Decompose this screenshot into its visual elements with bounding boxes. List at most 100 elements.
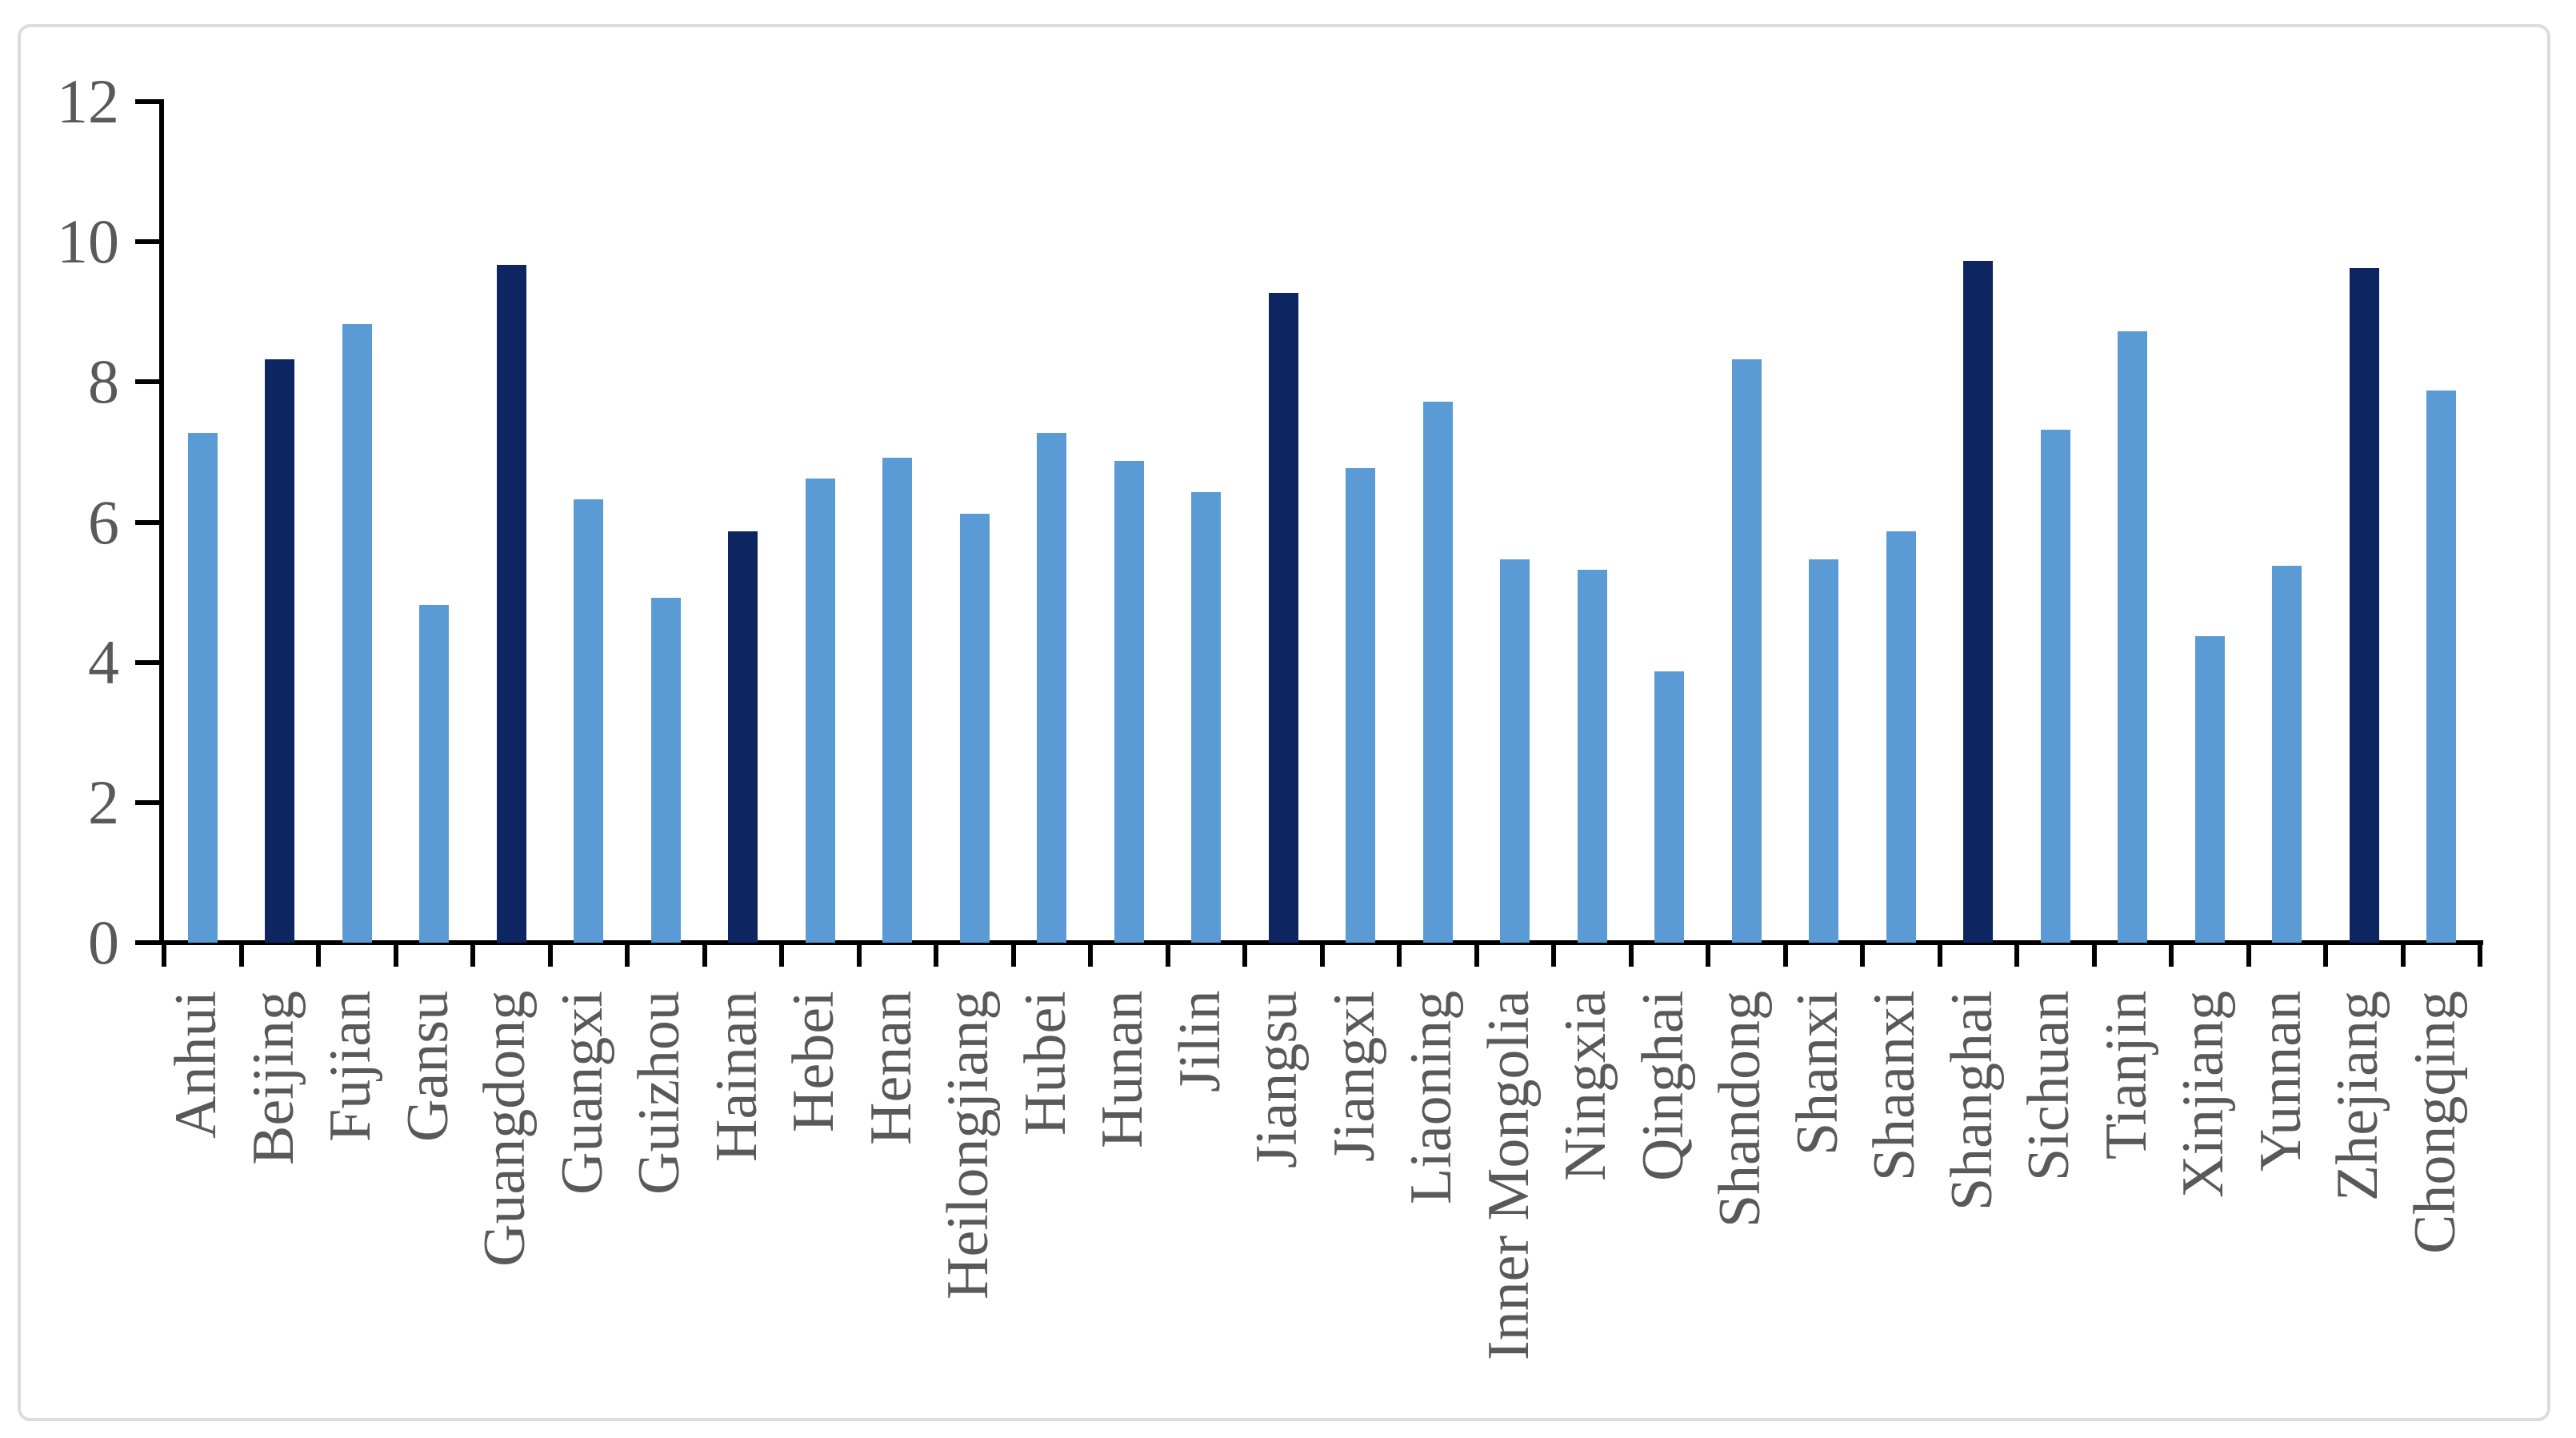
x-axis-tick xyxy=(1937,943,1942,967)
x-axis-label-sichuan: Sichuan xyxy=(2016,991,2082,1182)
x-axis-tick xyxy=(1628,943,1634,967)
bar-beijing xyxy=(265,359,295,943)
x-axis-label-tianjin: Tianjin xyxy=(2093,991,2159,1160)
y-axis-tick-label: 2 xyxy=(88,767,119,837)
bar-guizhou xyxy=(650,597,681,943)
x-axis-tick xyxy=(1397,943,1402,967)
bar-jilin xyxy=(1191,492,1222,943)
bar-ningxia xyxy=(1577,569,1607,943)
x-axis-tick xyxy=(1706,943,1710,967)
x-axis-label-chongqing: Chongqing xyxy=(2402,991,2468,1254)
x-axis-label-zhejiang: Zhejiang xyxy=(2325,991,2391,1202)
x-axis-tick xyxy=(1860,943,1865,967)
x-axis-label-inner-mongolia: Inner Mongolia xyxy=(1475,991,1542,1361)
x-axis-label-jiangxi: Jiangxi xyxy=(1321,991,1387,1162)
bar-liaoning xyxy=(1422,401,1453,943)
x-axis-label-shandong: Shandong xyxy=(1707,991,1774,1228)
x-axis-tick xyxy=(393,943,398,967)
y-axis-tick xyxy=(135,379,159,385)
y-axis-tick xyxy=(135,519,159,525)
bar-fujian xyxy=(342,324,372,943)
x-axis-tick xyxy=(934,943,938,967)
x-axis-label-hainan: Hainan xyxy=(703,991,770,1162)
x-axis-label-jiangsu: Jiangsu xyxy=(1244,991,1310,1168)
x-axis-tick xyxy=(1551,943,1556,967)
bar-henan xyxy=(882,457,913,943)
y-axis-tick xyxy=(135,99,159,104)
y-axis-line xyxy=(159,99,164,945)
y-axis-tick xyxy=(135,940,159,945)
bar-gansu xyxy=(419,604,450,943)
x-axis-tick xyxy=(1474,943,1479,967)
x-axis-label-guangxi: Guangxi xyxy=(549,991,615,1195)
x-axis-label-hebei: Hebei xyxy=(781,991,847,1132)
bar-guangdong xyxy=(496,264,526,943)
x-axis-label-beijing: Beijing xyxy=(240,991,306,1165)
x-axis-label-guangdong: Guangdong xyxy=(472,991,538,1268)
x-axis-tick xyxy=(1088,943,1093,967)
bar-shandong xyxy=(1731,359,1762,943)
x-axis-tick xyxy=(547,943,553,967)
y-axis-tick xyxy=(135,659,159,665)
bar-chongqing xyxy=(2426,391,2457,943)
x-axis-label-jilin: Jilin xyxy=(1166,991,1233,1093)
bar-zhejiang xyxy=(2349,268,2379,943)
x-axis-tick xyxy=(2091,943,2097,967)
y-axis-tick-label: 10 xyxy=(57,206,119,277)
x-axis-tick xyxy=(2400,943,2406,967)
bar-inner-mongolia xyxy=(1500,559,1530,943)
y-axis-tick xyxy=(135,239,159,245)
bar-hubei xyxy=(1037,433,1067,943)
y-axis-tick-label: 6 xyxy=(88,487,119,557)
x-axis-tick xyxy=(2246,943,2251,967)
x-axis-tick xyxy=(470,943,475,967)
x-axis-label-ningxia: Ningxia xyxy=(1553,991,1619,1182)
bar-xinjiang xyxy=(2194,636,2225,943)
x-axis-tick xyxy=(702,943,707,967)
x-axis-tick xyxy=(1010,943,1016,967)
x-axis-label-yunnan: Yunnan xyxy=(2247,991,2314,1172)
bar-heilongjiang xyxy=(959,513,990,943)
bar-anhui xyxy=(187,433,218,943)
x-axis-label-guizhou: Guizhou xyxy=(626,991,693,1195)
x-axis-tick xyxy=(1319,943,1325,967)
x-axis-label-henan: Henan xyxy=(858,991,924,1146)
bar-jiangxi xyxy=(1346,467,1376,943)
y-axis-tick-label: 0 xyxy=(88,907,119,977)
x-axis-tick xyxy=(2478,943,2482,967)
x-axis-tick xyxy=(2323,943,2328,967)
x-axis-tick xyxy=(238,943,244,967)
bar-hainan xyxy=(728,531,758,943)
bar-shanghai xyxy=(1963,261,1994,943)
x-axis-label-hunan: Hunan xyxy=(1090,991,1156,1149)
x-axis-label-xinjiang: Xinjiang xyxy=(2170,991,2237,1198)
x-axis-tick xyxy=(2014,943,2019,967)
bar-sichuan xyxy=(2040,429,2070,943)
x-axis-tick xyxy=(1782,943,1788,967)
x-axis-tick xyxy=(1165,943,1170,967)
y-axis-tick-label: 8 xyxy=(88,346,119,417)
x-axis-label-heilongjiang: Heilongjiang xyxy=(935,991,1002,1300)
x-axis-tick xyxy=(2169,943,2174,967)
x-axis-tick xyxy=(779,943,784,967)
x-axis-label-liaoning: Liaoning xyxy=(1398,991,1465,1205)
bar-qinghai xyxy=(1654,671,1685,943)
x-axis-label-shanxi: Shanxi xyxy=(1784,991,1850,1156)
x-axis-tick xyxy=(625,943,630,967)
bar-guangxi xyxy=(574,499,604,943)
y-axis-tick xyxy=(135,799,159,805)
bar-shaanxi xyxy=(1886,531,1916,943)
x-axis-tick xyxy=(162,943,166,967)
y-axis-tick-label: 12 xyxy=(57,66,119,136)
x-axis-tick xyxy=(856,943,862,967)
bar-tianjin xyxy=(2118,331,2148,943)
bar-hunan xyxy=(1114,461,1144,943)
bar-yunnan xyxy=(2272,566,2302,943)
bar-hebei xyxy=(805,478,835,943)
x-axis-label-anhui: Anhui xyxy=(163,991,230,1139)
bar-shanxi xyxy=(1809,559,1839,943)
y-axis-tick-label: 4 xyxy=(88,627,119,697)
x-axis-label-hubei: Hubei xyxy=(1012,991,1078,1136)
